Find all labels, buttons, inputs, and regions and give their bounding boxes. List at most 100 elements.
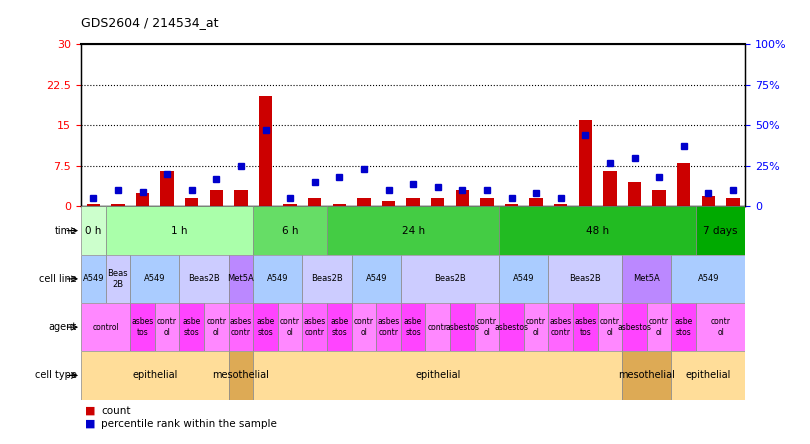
Bar <box>425 303 450 351</box>
Text: A549: A549 <box>365 274 387 283</box>
Text: asbe
stos: asbe stos <box>675 317 693 337</box>
Text: cell type: cell type <box>35 370 77 381</box>
Text: contr
ol: contr ol <box>477 317 497 337</box>
Bar <box>376 303 401 351</box>
Bar <box>228 255 254 303</box>
Bar <box>81 255 105 303</box>
Bar <box>234 190 248 206</box>
Text: Met5A: Met5A <box>633 274 660 283</box>
Bar <box>130 303 155 351</box>
Bar <box>357 198 371 206</box>
Text: contr
ol: contr ol <box>207 317 226 337</box>
Bar <box>160 171 174 206</box>
Bar <box>228 351 254 400</box>
Bar <box>598 303 622 351</box>
Bar <box>254 351 622 400</box>
Text: count: count <box>101 406 130 416</box>
Text: epithelial: epithelial <box>132 370 177 381</box>
Text: mesothelial: mesothelial <box>618 370 676 381</box>
Bar <box>407 198 420 206</box>
Bar <box>499 206 696 255</box>
Bar <box>382 201 395 206</box>
Text: A549: A549 <box>267 274 288 283</box>
Text: A549: A549 <box>83 274 104 283</box>
Bar <box>701 196 715 206</box>
Text: GDS2604 / 214534_at: GDS2604 / 214534_at <box>81 16 219 29</box>
Bar <box>111 204 125 206</box>
Bar <box>677 163 690 206</box>
Bar <box>81 351 228 400</box>
Text: asbes
contr: asbes contr <box>377 317 399 337</box>
Text: asbes
contr: asbes contr <box>304 317 326 337</box>
Bar <box>130 255 179 303</box>
Bar <box>278 303 302 351</box>
Text: ■: ■ <box>85 419 96 429</box>
Bar <box>431 198 445 206</box>
Bar <box>105 255 130 303</box>
Bar <box>254 255 302 303</box>
Text: asbestos: asbestos <box>617 323 651 332</box>
Text: 7 days: 7 days <box>703 226 738 236</box>
Text: Beas2B: Beas2B <box>188 274 220 283</box>
Bar <box>302 303 327 351</box>
Bar <box>671 351 745 400</box>
Bar <box>548 303 573 351</box>
Bar <box>284 204 296 206</box>
Bar <box>81 206 105 255</box>
Bar <box>671 255 745 303</box>
Text: contr
ol: contr ol <box>526 317 546 337</box>
Bar <box>499 303 524 351</box>
Bar <box>726 198 740 206</box>
Bar <box>105 206 254 255</box>
Text: Beas2B: Beas2B <box>569 274 601 283</box>
Text: asbe
stos: asbe stos <box>330 317 348 337</box>
Text: asbestos: asbestos <box>494 323 528 332</box>
Bar <box>179 303 204 351</box>
Bar <box>450 303 475 351</box>
Bar <box>530 198 543 206</box>
Text: Met5A: Met5A <box>228 274 254 283</box>
Bar <box>258 96 272 206</box>
Bar <box>302 255 352 303</box>
Text: asbes
tos: asbes tos <box>131 317 154 337</box>
Text: 1 h: 1 h <box>171 226 188 236</box>
Text: asbes
contr: asbes contr <box>230 317 252 337</box>
Bar <box>475 303 499 351</box>
Bar <box>696 206 745 255</box>
Text: epithelial: epithelial <box>685 370 731 381</box>
Text: contr
ol: contr ol <box>157 317 177 337</box>
Bar <box>603 171 616 206</box>
Text: A549: A549 <box>144 274 165 283</box>
Text: 0 h: 0 h <box>85 226 101 236</box>
Text: asbe
stos: asbe stos <box>182 317 201 337</box>
Bar <box>81 303 130 351</box>
Bar <box>573 303 598 351</box>
Bar <box>327 303 352 351</box>
Bar <box>480 198 493 206</box>
Bar <box>628 182 642 206</box>
Bar <box>548 255 622 303</box>
Text: asbestos: asbestos <box>446 323 480 332</box>
Bar <box>401 255 499 303</box>
Bar <box>333 204 346 206</box>
Bar <box>210 190 223 206</box>
Bar <box>87 204 100 206</box>
Bar <box>254 303 278 351</box>
Bar <box>254 206 327 255</box>
Bar <box>524 303 548 351</box>
Text: Beas2B: Beas2B <box>434 274 466 283</box>
Text: asbes
tos: asbes tos <box>574 317 596 337</box>
Bar <box>136 193 149 206</box>
Bar <box>327 206 499 255</box>
Text: 6 h: 6 h <box>282 226 298 236</box>
Text: A549: A549 <box>697 274 719 283</box>
Text: cell line: cell line <box>39 274 77 284</box>
Bar <box>578 120 592 206</box>
Text: agent: agent <box>49 322 77 332</box>
Bar <box>455 190 469 206</box>
Bar <box>647 303 671 351</box>
Text: mesothelial: mesothelial <box>212 370 270 381</box>
Text: 24 h: 24 h <box>402 226 424 236</box>
Text: contr
ol: contr ol <box>649 317 669 337</box>
Bar <box>554 204 568 206</box>
